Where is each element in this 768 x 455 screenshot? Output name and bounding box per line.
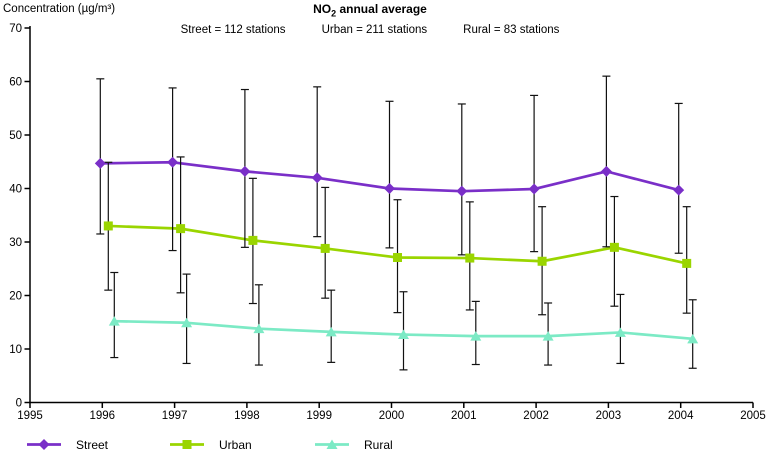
legend: Street Urban Rural — [0, 434, 768, 455]
legend-label-rural: Rural — [364, 437, 393, 452]
svg-text:2001: 2001 — [451, 410, 477, 422]
svg-text:2000: 2000 — [379, 410, 405, 422]
chart-title-suffix: annual average — [336, 2, 427, 16]
chart-title-prefix: NO — [313, 2, 332, 16]
plot-area: 0 10 20 30 40 50 60 70 1995 1996 1997 1998 1999 2000 2… — [9, 23, 766, 422]
svg-text:0: 0 — [16, 398, 22, 410]
legend-label-street: Street — [76, 437, 109, 452]
y-axis-ticks: 0 10 20 30 40 50 60 70 — [9, 23, 30, 410]
svg-text:1998: 1998 — [234, 410, 260, 422]
subtitle-street-stations: Street = 112 stations — [180, 24, 286, 36]
svg-text:1997: 1997 — [162, 410, 188, 422]
svg-text:40: 40 — [9, 184, 22, 196]
axes — [29, 26, 753, 404]
svg-text:1996: 1996 — [90, 410, 116, 422]
error-bars-rural — [110, 271, 697, 371]
rural-line-triangle-icon — [315, 438, 349, 451]
legend-label-urban: Urban — [219, 437, 252, 452]
svg-text:2004: 2004 — [668, 410, 694, 422]
x-axis-ticks: 1995 1996 1997 1998 1999 2000 2001 2002 2003 2004… — [17, 402, 766, 422]
chart-title-subscript: 2 — [331, 8, 337, 19]
svg-text:60: 60 — [9, 77, 22, 89]
svg-text:30: 30 — [9, 237, 22, 249]
series-markers-urban — [103, 221, 692, 268]
legend-item-rural: Rural — [315, 434, 393, 455]
chart-subtitle: Street = 112 stations Urban = 211 statio… — [0, 24, 740, 36]
y-axis-label: Concentration (µg/m³) — [3, 3, 116, 15]
subtitle-urban-stations: Urban = 211 stations — [321, 24, 428, 36]
legend-item-street: Street — [27, 434, 108, 455]
svg-text:2003: 2003 — [596, 410, 622, 422]
svg-text:1999: 1999 — [306, 410, 332, 422]
subtitle-rural-stations: Rural = 83 stations — [463, 24, 560, 36]
svg-text:2005: 2005 — [740, 410, 766, 422]
urban-line-square-icon — [170, 438, 204, 451]
series-markers-street — [94, 156, 685, 197]
svg-text:1995: 1995 — [17, 410, 43, 422]
error-bars-urban — [104, 156, 691, 316]
svg-text:70: 70 — [9, 23, 22, 35]
legend-item-urban: Urban — [170, 434, 252, 455]
series-markers-rural — [108, 316, 699, 344]
svg-text:20: 20 — [9, 291, 22, 303]
svg-text:2002: 2002 — [523, 410, 549, 422]
chart-title: NO2 annual average — [0, 2, 740, 18]
svg-text:10: 10 — [9, 344, 22, 356]
svg-text:50: 50 — [9, 130, 22, 142]
street-line-diamond-icon — [27, 438, 61, 451]
